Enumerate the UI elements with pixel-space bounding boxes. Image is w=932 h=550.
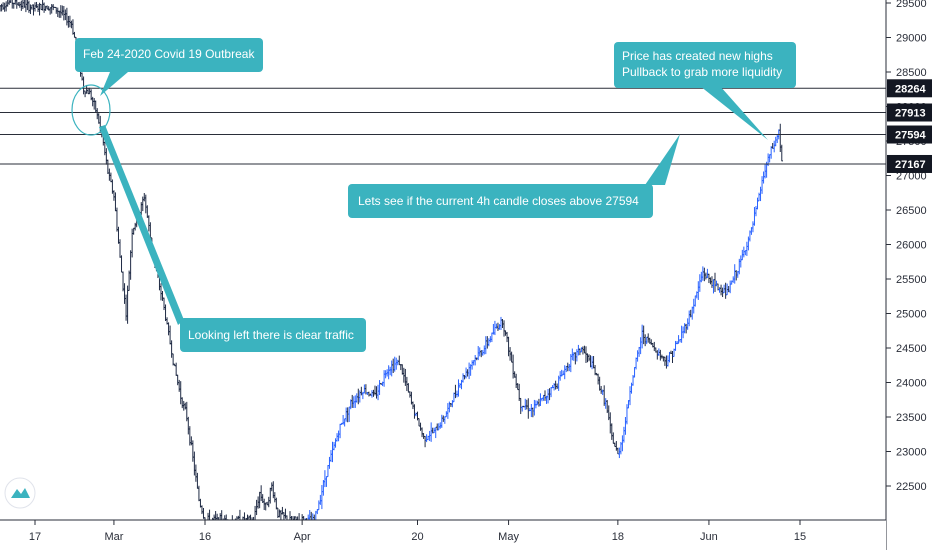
price-bar <box>208 509 211 520</box>
price-bar <box>243 512 245 520</box>
highs-callout-pointer <box>700 86 768 140</box>
price-tick-label: 25000 <box>896 309 927 321</box>
highs-callout-text-2: Pullback to grab more liquidity <box>622 65 782 79</box>
level-price-text: 28264 <box>895 83 926 95</box>
highs-callout-box <box>614 42 796 88</box>
time-scale[interactable]: 17 Mar 16 Apr 20 May 18 Jun 15 <box>0 519 886 550</box>
price-bar <box>238 509 241 520</box>
price-bar <box>203 517 206 520</box>
time-scale-background <box>0 520 886 550</box>
price-bar <box>302 515 305 520</box>
candle-callout-box <box>348 184 653 218</box>
level-price-text: 27594 <box>895 130 926 142</box>
price-bars <box>0 0 783 520</box>
covid-callout-box <box>75 38 263 72</box>
time-tick-label: Mar <box>104 531 123 543</box>
highs-callout-text-1: Price has created new highs <box>622 49 773 63</box>
candle-callout-text: Lets see if the current 4h candle closes… <box>358 194 639 208</box>
price-tick-label: 24000 <box>896 378 927 390</box>
level-price-tag <box>887 125 932 144</box>
price-bar <box>249 514 252 520</box>
price-tick-label: 29000 <box>896 33 927 45</box>
price-tick-label: 23000 <box>896 447 927 459</box>
price-tick-label: 29500 <box>896 0 927 10</box>
price-tick-label: 26000 <box>896 240 927 252</box>
price-bar <box>222 518 224 520</box>
time-tick-label: 20 <box>411 531 423 543</box>
price-tick-label: 24500 <box>896 343 927 355</box>
price-bar <box>9 0 12 3</box>
price-bar <box>313 514 316 520</box>
level-price-tag <box>887 103 932 122</box>
price-tick-label: 28500 <box>896 67 927 79</box>
price-bar <box>285 515 288 520</box>
time-tick-label: 18 <box>612 531 624 543</box>
candle-callout-pointer <box>645 134 680 185</box>
time-tick-label: 16 <box>199 531 211 543</box>
level-price-labels: 28264 27913 27594 27167 <box>887 79 932 173</box>
traffic-callout-pointer <box>99 125 184 325</box>
time-tick-label: Jun <box>700 531 718 543</box>
level-price-tag <box>887 79 932 98</box>
price-bar <box>780 144 783 162</box>
covid-callout-pointer <box>100 72 128 96</box>
traffic-callout-text: Looking left there is clear traffic <box>188 328 354 342</box>
time-tick-label: 17 <box>29 531 41 543</box>
covid-callout-text: Feb 24-2020 Covid 19 Outbreak <box>83 47 255 61</box>
level-price-text: 27167 <box>895 159 926 171</box>
time-tick-label: May <box>498 531 519 543</box>
level-price-text: 27913 <box>895 108 926 120</box>
price-tick-label: 26500 <box>896 205 927 217</box>
price-bar <box>234 518 236 520</box>
price-tick-label: 23500 <box>896 412 927 424</box>
price-bar <box>231 515 234 520</box>
price-bar <box>310 511 313 520</box>
tradingview-logo-icon[interactable] <box>4 477 36 509</box>
traffic-callout-box <box>180 318 366 352</box>
price-bar <box>298 513 300 520</box>
annotations: Feb 24-2020 Covid 19 Outbreak Price has … <box>71 38 796 352</box>
time-tick-label: 15 <box>794 531 806 543</box>
price-tick-label: 25500 <box>896 274 927 286</box>
price-bar <box>220 510 223 520</box>
level-price-tag <box>887 154 932 173</box>
price-bar <box>290 516 293 520</box>
time-tick-label: Apr <box>294 531 311 543</box>
price-tick-label: 27000 <box>896 171 927 183</box>
price-tick-label: 22500 <box>896 481 927 493</box>
covid-circle-marker <box>71 84 111 136</box>
